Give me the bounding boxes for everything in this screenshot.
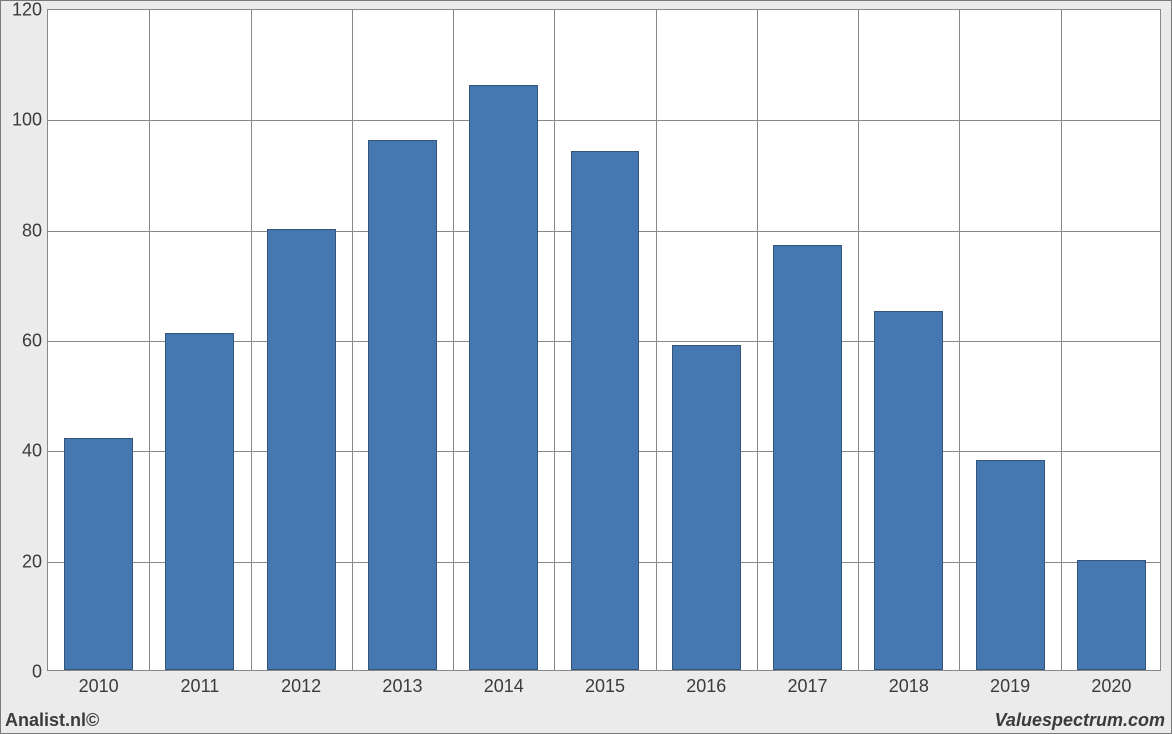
bar — [267, 229, 336, 670]
y-axis-label: 0 — [32, 662, 42, 683]
bar — [368, 140, 437, 670]
y-axis-label: 80 — [22, 220, 42, 241]
x-axis-label: 2016 — [686, 676, 726, 697]
y-axis-label: 20 — [22, 551, 42, 572]
y-axis-label: 40 — [22, 441, 42, 462]
y-axis-label: 100 — [12, 110, 42, 131]
gridline-horizontal — [48, 120, 1160, 121]
bar — [976, 460, 1045, 670]
gridline-vertical — [453, 10, 454, 670]
y-axis-label: 60 — [22, 331, 42, 352]
plot-area: 0204060801001202010201120122013201420152… — [47, 9, 1161, 671]
gridline-vertical — [352, 10, 353, 670]
x-axis-label: 2013 — [382, 676, 422, 697]
bar — [469, 85, 538, 670]
gridline-vertical — [656, 10, 657, 670]
bar — [672, 345, 741, 670]
x-axis-label: 2010 — [79, 676, 119, 697]
bar — [874, 311, 943, 670]
x-axis-label: 2019 — [990, 676, 1030, 697]
footer-left: Analist.nl© — [5, 710, 99, 731]
x-axis-label: 2012 — [281, 676, 321, 697]
gridline-vertical — [959, 10, 960, 670]
bar — [773, 245, 842, 670]
gridline-vertical — [149, 10, 150, 670]
gridline-vertical — [858, 10, 859, 670]
bar — [1077, 560, 1146, 670]
bar — [64, 438, 133, 670]
footer-right: Valuespectrum.com — [995, 710, 1165, 731]
gridline-vertical — [757, 10, 758, 670]
x-axis-label: 2017 — [788, 676, 828, 697]
gridline-vertical — [251, 10, 252, 670]
chart-outer: 0 20 40 60 80 100 120 2010 2011 2012 2013 2014 2015 2… — [0, 0, 1172, 734]
x-axis-label: 2015 — [585, 676, 625, 697]
x-axis-label: 2020 — [1091, 676, 1131, 697]
x-axis-label: 2018 — [889, 676, 929, 697]
bar — [571, 151, 640, 670]
x-axis-label: 2011 — [181, 676, 220, 697]
gridline-vertical — [1061, 10, 1062, 670]
y-axis-label: 120 — [12, 0, 42, 21]
gridline-vertical — [554, 10, 555, 670]
x-axis-label: 2014 — [484, 676, 524, 697]
bar — [165, 333, 234, 670]
